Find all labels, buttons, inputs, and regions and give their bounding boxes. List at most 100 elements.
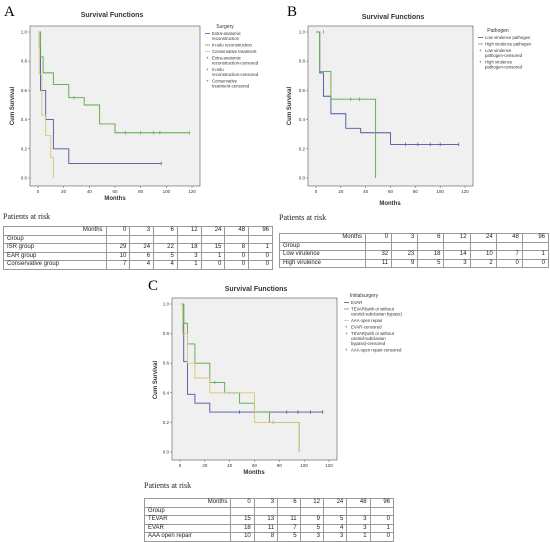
table-row: AAA open repair 10 8 5 3 3 1 0	[143, 532, 395, 542]
at-risk-count: 0	[200, 260, 226, 270]
at-risk-count: 0	[369, 532, 395, 542]
legend-label-line: reconstruction	[212, 36, 240, 41]
legend-label: High virulence pathogen	[485, 42, 532, 47]
at-risk-count: 5	[299, 523, 324, 533]
y-tick-label: 0.2	[21, 146, 28, 151]
survival-curve-2	[316, 31, 377, 178]
empty-cell	[495, 241, 523, 251]
risk-table-header-row: Months 0 3 6 12 24 48 96	[143, 498, 395, 508]
x-axis-title: Months	[104, 196, 126, 202]
survival-curve-2	[180, 303, 300, 452]
legend-label-line: Conservative treatment	[212, 49, 257, 54]
row-label: AAA open repair	[143, 532, 232, 542]
legend-swatch-censor: +	[345, 325, 348, 330]
x-tick-label: 0	[37, 189, 40, 194]
legend-label-line: Extra-anatomic	[212, 31, 242, 36]
at-risk-count: 10	[230, 532, 255, 542]
empty-cell	[469, 241, 497, 251]
month-header-cell: 0	[364, 233, 393, 243]
table-row: ISR group 29 24 22 18 15 8 1	[3, 243, 273, 253]
at-risk-count: 5	[417, 258, 445, 268]
legend-label: AAA open repair-censored	[351, 348, 402, 353]
empty-cell	[443, 241, 471, 251]
month-header-cell: 96	[369, 498, 395, 508]
month-header-cell: 3	[391, 233, 419, 243]
month-header-cell: 0	[230, 498, 255, 508]
at-risk-count: 2	[469, 258, 497, 268]
legend-label-line: EVAR	[351, 300, 362, 305]
month-header-cell: 12	[299, 498, 324, 508]
empty-cell	[200, 234, 226, 244]
risk-table-group-row: Group	[3, 234, 273, 244]
month-header-cell: 96	[521, 233, 550, 243]
x-tick-label: 100	[300, 463, 308, 468]
y-tick-label: 0.8	[163, 331, 170, 336]
y-tick-label: 1.0	[163, 302, 170, 307]
y-tick-label: 0.4	[163, 390, 170, 395]
legend-label: EVAR-censored	[351, 325, 382, 330]
at-risk-count: 1	[369, 523, 395, 533]
y-tick-label: 0.2	[299, 146, 306, 151]
legend-label-line: pathogen-censored	[485, 65, 523, 70]
at-risk-count: 8	[253, 532, 279, 542]
y-tick-label: 0.6	[299, 88, 306, 93]
row-label: EVAR	[143, 523, 232, 533]
empty-cell	[253, 506, 279, 516]
y-tick-label: 0.0	[299, 176, 306, 181]
survival-curve-1	[180, 303, 323, 413]
month-header-cell: 48	[346, 498, 371, 508]
chart-panel-c: C Survival Functions 0.0 0.2 0.4 0.6 0.8 1.0 0 20…	[148, 278, 402, 476]
legend-label-line: carotid-subclavian	[351, 336, 386, 341]
y-tick-label: 0.4	[21, 117, 28, 122]
panel-letter: C	[148, 278, 158, 294]
plot-area	[307, 25, 474, 187]
at-risk-count: 3	[346, 515, 371, 525]
legend-label-line: Low virulence pathogen	[485, 35, 531, 40]
legend-swatch-censor: +	[206, 79, 209, 84]
empty-cell	[346, 506, 371, 516]
at-risk-count: 4	[153, 260, 178, 270]
at-risk-count: 0	[248, 260, 273, 270]
month-header-cell: 12	[443, 233, 471, 243]
legend-label: Conservative treatment	[212, 49, 257, 54]
at-risk-count: 7	[495, 250, 523, 260]
x-tick-label: 120	[461, 189, 469, 194]
chart-title: Survival Functions	[362, 14, 425, 21]
y-tick-label: 0.2	[163, 420, 170, 425]
months-label: Months	[279, 233, 366, 243]
risk-table-group-row: Group	[143, 506, 395, 516]
legend-label: In-situ reconstruction	[212, 43, 252, 48]
legend-label-line: pathogen-censored	[485, 53, 523, 58]
legend-label-line: TEVAR(with or without	[351, 331, 395, 336]
legend-swatch-censor: +	[479, 60, 482, 65]
at-risk-count: 0	[495, 258, 523, 268]
legend-label: Low virulence pathogen-censored	[485, 48, 523, 58]
legend-label: EVAR	[351, 300, 362, 305]
empty-cell	[369, 506, 395, 516]
x-tick-label: 80	[413, 189, 419, 194]
at-risk-count: 3	[299, 532, 324, 542]
chart-title: Survival Functions	[81, 12, 144, 19]
panel-letter: B	[287, 4, 297, 20]
group-label: Group	[143, 506, 232, 516]
at-risk-count: 3	[443, 258, 471, 268]
month-header-cell: 6	[277, 498, 301, 508]
at-risk-count: 13	[253, 515, 279, 525]
risk-table-group-row: Group	[279, 241, 550, 251]
survival-curve-1	[316, 31, 459, 145]
legend-label-line: Extra-anatomic	[212, 56, 242, 61]
table-row: High virulence 11 9 5 3 2 0 0	[279, 258, 550, 268]
group-label: Group	[279, 241, 366, 251]
at-risk-count: 18	[417, 250, 445, 260]
row-label: TEVAR	[143, 515, 232, 525]
legend-label-line: AAA open repair	[351, 318, 383, 323]
legend-label: Conservative treatment-censored	[212, 79, 250, 89]
y-tick-label: 0.8	[21, 59, 28, 64]
y-tick-label: 0.4	[299, 117, 306, 122]
legend-label-line: treatment-censored	[212, 84, 250, 89]
empty-cell	[391, 241, 419, 251]
at-risk-count: 3	[322, 532, 348, 542]
table-row: EAR group 10 6 5 3 1 0 0	[3, 251, 273, 261]
row-label: High virulence	[279, 258, 366, 268]
